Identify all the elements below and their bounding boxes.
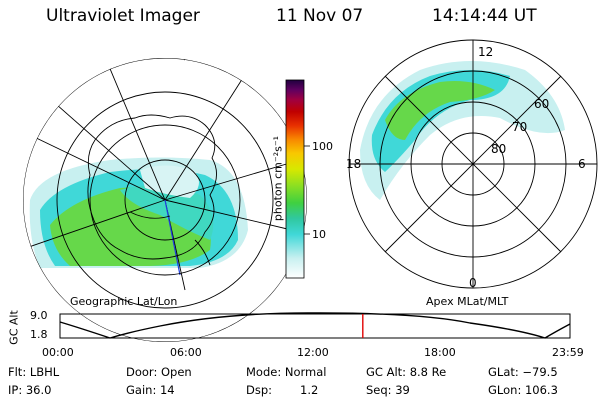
status-dsp-value: 1.2 xyxy=(300,383,319,397)
colorbar-unit-label: photon cm⁻²s⁻¹ xyxy=(271,135,285,222)
xtick-0600: 06:00 xyxy=(170,346,202,359)
xtick-2359: 23:59 xyxy=(552,346,584,359)
status-seq: Seq: 39 xyxy=(366,383,410,397)
status-dsp-label: Dsp: xyxy=(246,383,273,397)
right-emission-green xyxy=(385,81,495,140)
altitude-ytick-min: 1.8 xyxy=(30,328,48,341)
mlat-label-80: 80 xyxy=(491,142,507,156)
status-gc-alt: GC Alt: 8.8 Re xyxy=(366,365,447,379)
status-ip: IP: 36.0 xyxy=(8,383,52,397)
status-mode: Mode: Normal xyxy=(246,365,327,379)
altitude-ylabel: GC Alt xyxy=(7,310,21,345)
mlt-label-12: 12 xyxy=(478,45,494,59)
altitude-curve xyxy=(59,312,571,339)
left-emission-pale-center xyxy=(140,165,199,198)
colorbar xyxy=(285,79,305,279)
xtick-1800: 18:00 xyxy=(424,346,456,359)
date-label: 11 Nov 07 xyxy=(276,6,364,26)
status-flt: Flt: LBHL xyxy=(8,365,60,379)
altitude-plot xyxy=(59,312,571,339)
geographic-panel-label: Geographic Lat/Lon xyxy=(70,295,178,308)
status-glon: GLon: 106.3 xyxy=(488,383,558,397)
magnetic-panel xyxy=(348,39,598,289)
mlt-label-6: 6 xyxy=(578,157,586,171)
coastline xyxy=(87,114,217,260)
altitude-ytick-max: 9.0 xyxy=(30,309,48,322)
geographic-panel xyxy=(23,58,307,342)
xtick-1200: 12:00 xyxy=(297,346,329,359)
colorbar-tick-100: 100 xyxy=(312,140,333,153)
magnetic-panel-label: Apex MLat/MLT xyxy=(426,295,509,308)
instrument-title: Ultraviolet Imager xyxy=(46,6,200,26)
status-gain: Gain: 14 xyxy=(126,383,175,397)
status-door: Door: Open xyxy=(126,365,192,379)
xtick-0000: 00:00 xyxy=(42,346,74,359)
time-label: 14:14:44 UT xyxy=(432,6,537,26)
status-glat: GLat: −79.5 xyxy=(488,365,558,379)
mlt-label-18: 18 xyxy=(346,157,362,171)
mlat-label-70: 70 xyxy=(512,120,528,134)
colorbar-tick-10: 10 xyxy=(312,228,326,241)
mlt-label-0: 0 xyxy=(469,276,477,290)
left-emission-teal-core xyxy=(120,185,214,240)
mlat-label-60: 60 xyxy=(534,97,550,111)
